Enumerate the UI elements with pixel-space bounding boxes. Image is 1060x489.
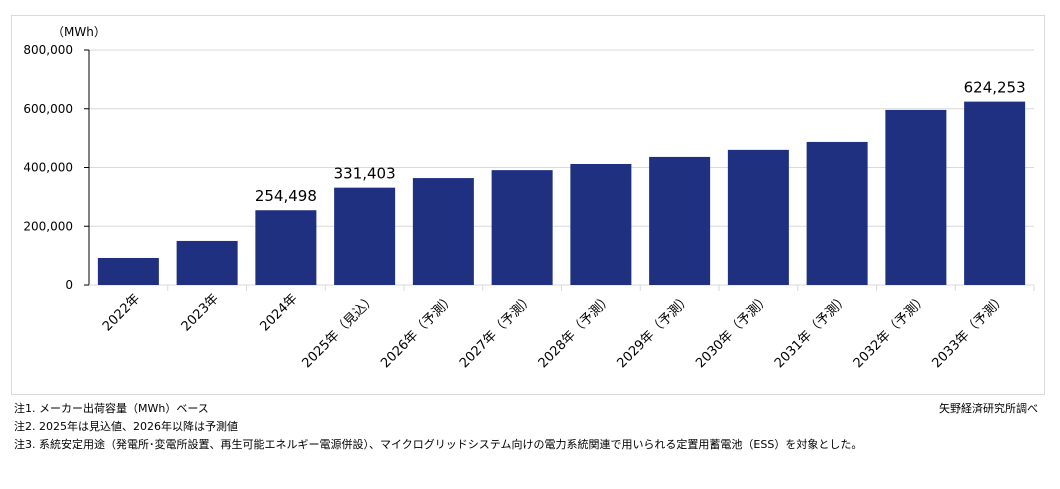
bar (727, 149, 789, 285)
note-3: 注3. 系統安定用途（発電所･変電所設置、再生可能エネルギー電源併設）、マイクロ… (14, 438, 863, 451)
y-tick-label: 0 (65, 278, 73, 292)
x-tick-label: 2033年（予測） (929, 291, 1009, 371)
bar-chart: （MWh） 0 200,000 400,000 600,000 800,000 2022年… (23, 25, 1035, 371)
note-1: 注1. メーカー出荷容量（MWh）ベース (14, 402, 209, 415)
bar (806, 141, 868, 285)
x-tick-label: 2031年（予測） (772, 291, 852, 371)
x-tick-label: 2030年（予測） (693, 291, 773, 371)
bar (964, 101, 1026, 286)
bar (255, 210, 317, 285)
x-tick-label: 2026年（予測） (378, 291, 458, 371)
y-tick-label: 600,000 (23, 102, 73, 116)
y-unit-label: （MWh） (52, 25, 106, 39)
source-label: 矢野経済研究所調べ (939, 402, 1038, 415)
x-tick-label: 2028年（予測） (536, 291, 616, 371)
data-label: 331,403 (334, 165, 396, 183)
x-tick-label: 2032年（予測） (851, 291, 931, 371)
data-label: 624,253 (964, 79, 1026, 97)
bar (491, 170, 553, 285)
bar (649, 156, 711, 285)
chart-frame (11, 15, 1045, 395)
x-tick-label: 2022年 (100, 291, 143, 334)
y-tick-label: 400,000 (23, 161, 73, 175)
note-2: 注2. 2025年は見込値、2026年以降は予測値 (14, 420, 238, 433)
x-tick-label: 2027年（予測） (457, 291, 537, 371)
bar (334, 187, 396, 285)
bar (570, 163, 632, 285)
bar (97, 257, 159, 285)
bar (885, 109, 947, 285)
bar (176, 240, 238, 285)
x-tick-label: 2023年 (179, 291, 222, 334)
x-tick-label: 2024年 (258, 291, 301, 334)
y-tick-label: 200,000 (23, 219, 73, 233)
x-tick-label: 2029年（予測） (614, 291, 694, 371)
x-tick-label: 2025年（見込） (299, 291, 379, 371)
data-label: 254,498 (255, 187, 317, 205)
bar (412, 178, 474, 285)
y-tick-label: 800,000 (23, 43, 73, 57)
